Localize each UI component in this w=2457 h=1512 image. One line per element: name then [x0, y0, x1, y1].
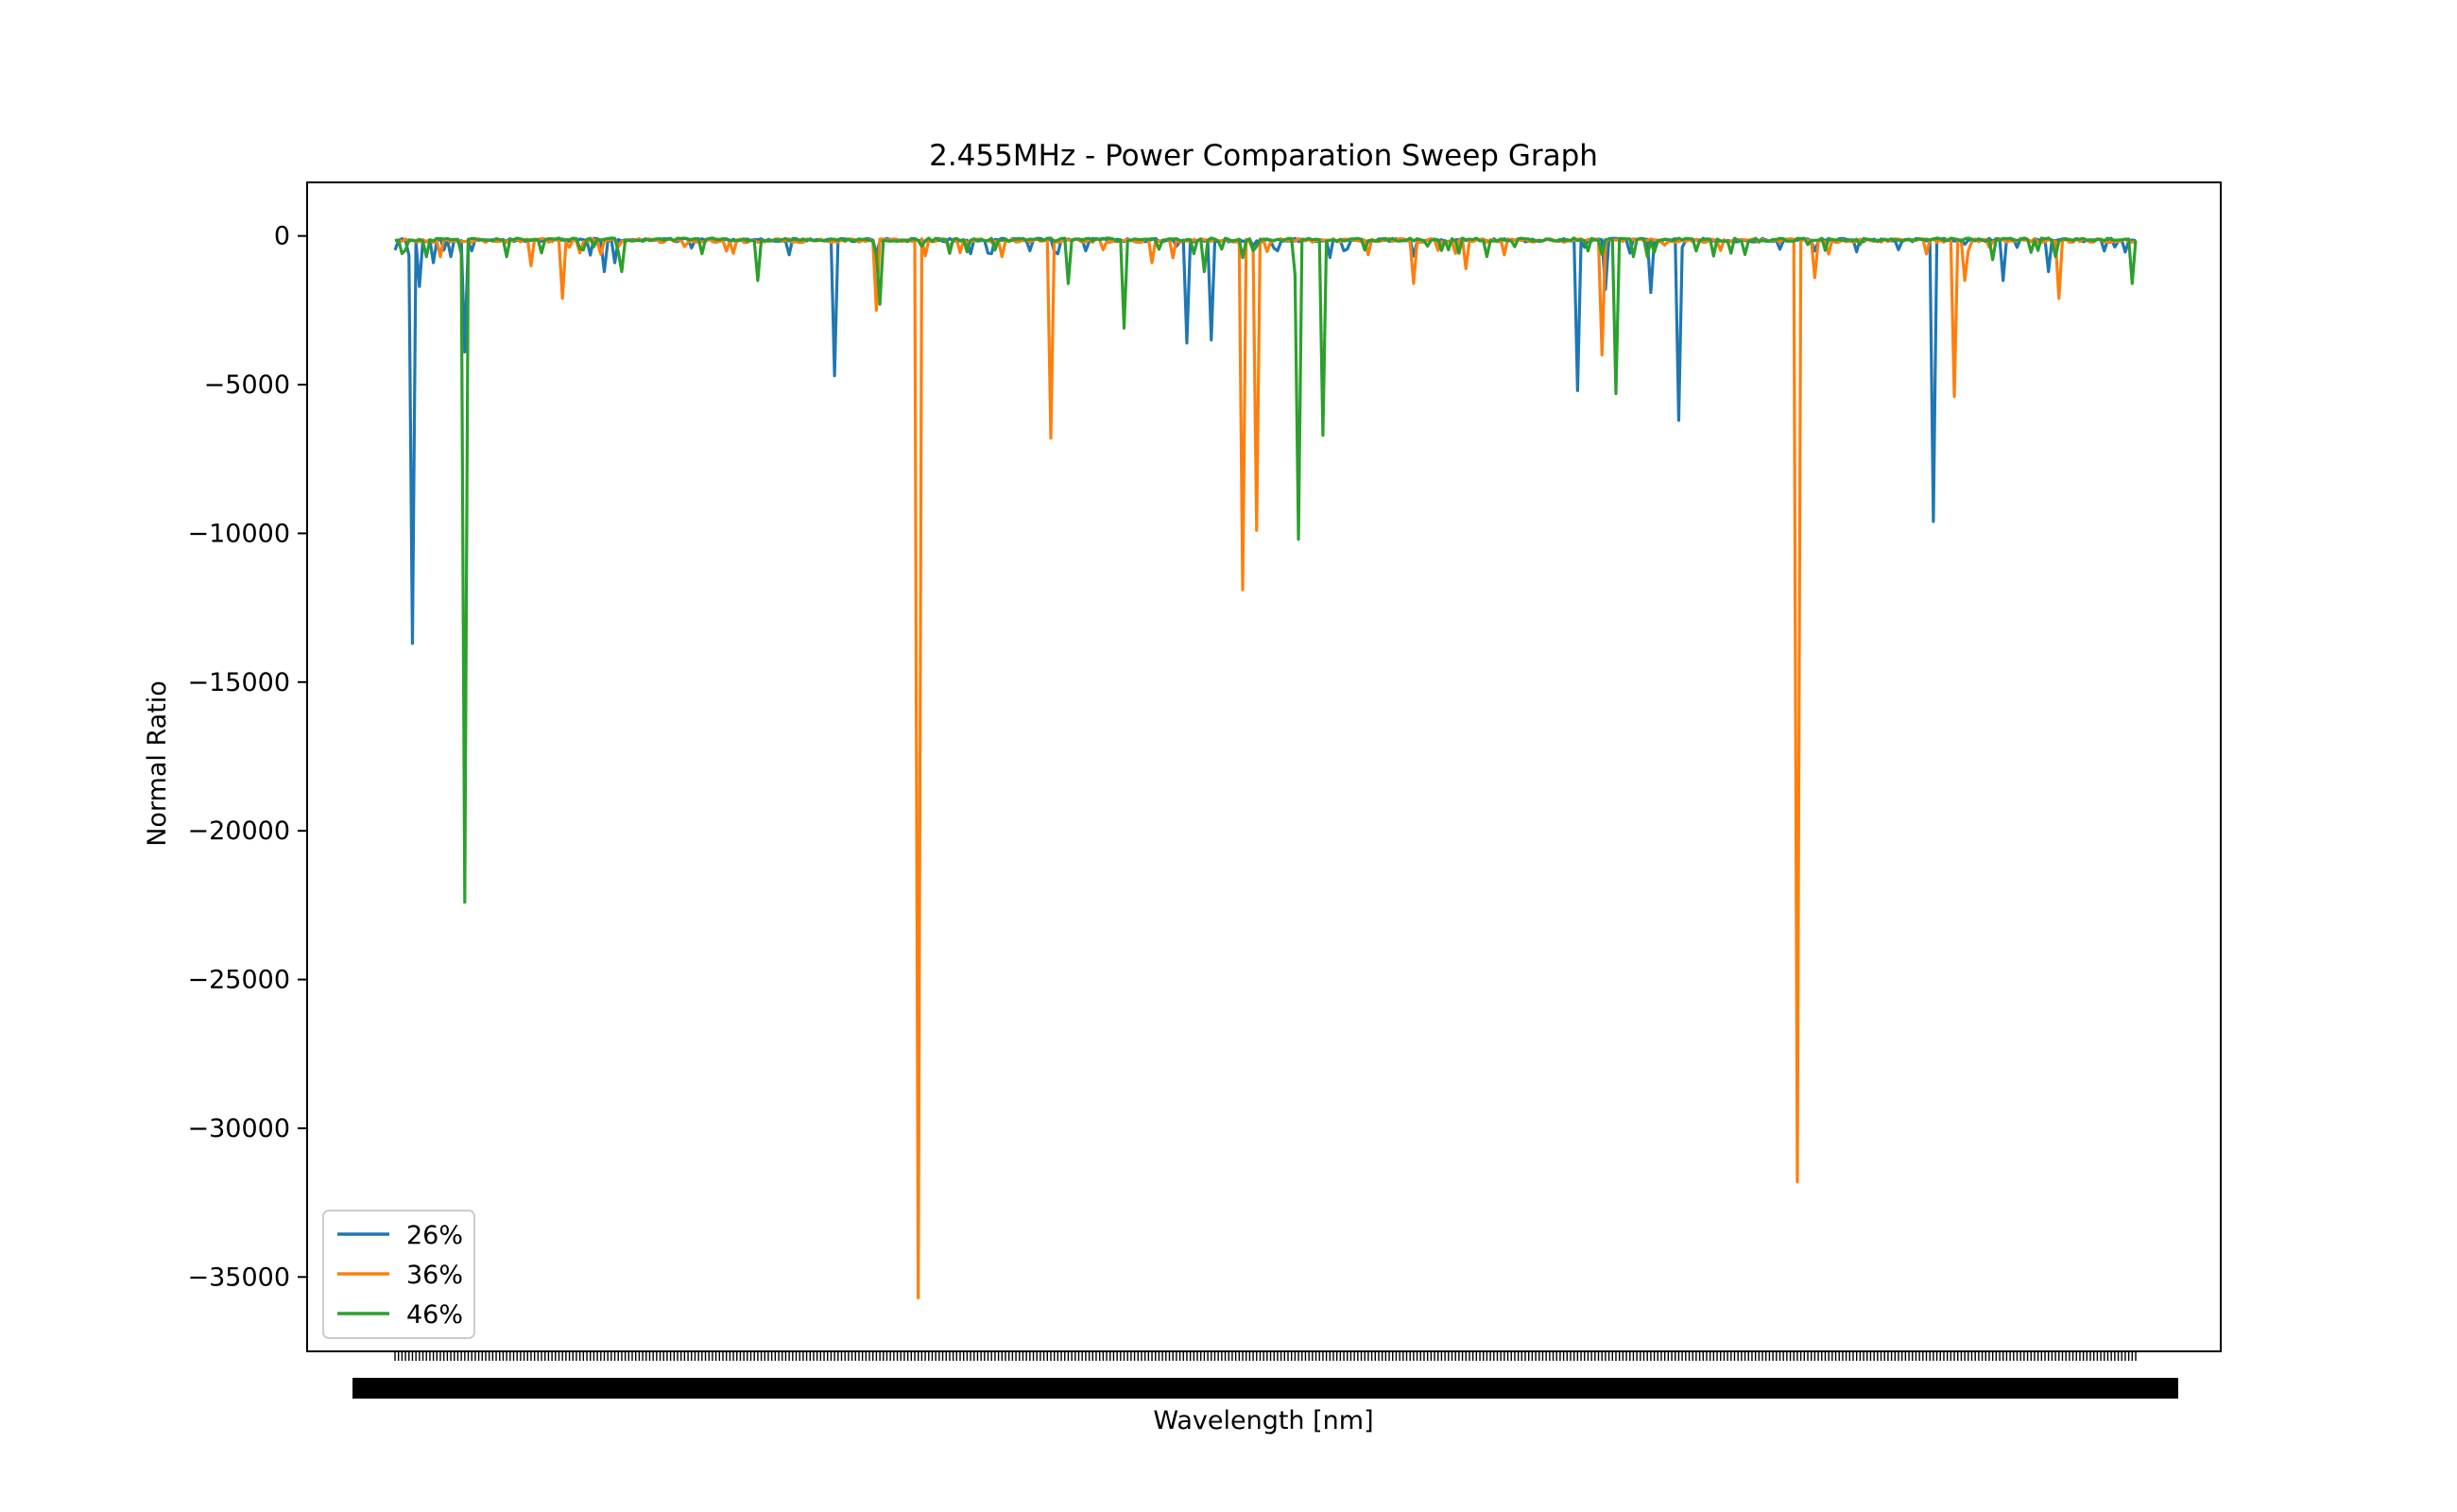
- x-axis-label: Wavelength [nm]: [1153, 1406, 1373, 1435]
- legend-label: 46%: [406, 1300, 463, 1330]
- y-tick-label: −30000: [187, 1114, 290, 1143]
- plot-lines: [393, 236, 2138, 1299]
- x-tick-labels: [352, 1378, 2178, 1399]
- y-tick-label: −35000: [187, 1263, 290, 1292]
- y-tick-label: 0: [274, 222, 290, 251]
- y-tick-label: −10000: [187, 519, 290, 548]
- legend: 26% 36% 46%: [322, 1210, 475, 1339]
- y-tick-label: −20000: [187, 816, 290, 846]
- legend-label: 26%: [406, 1221, 463, 1250]
- plot-frame: [306, 181, 2222, 1352]
- y-axis-ticks: 0 −5000 −10000 −15000 −20000 −25000 −30000 −350…: [187, 222, 307, 1292]
- y-tick-label: −25000: [187, 966, 290, 995]
- x-axis-ticks: [352, 1351, 2178, 1399]
- chart-title: 2.455MHz - Power Comparation Sweep Graph: [929, 139, 1598, 173]
- y-tick-label: −5000: [204, 370, 290, 400]
- legend-label: 36%: [406, 1261, 463, 1290]
- legend-box: [322, 1210, 475, 1339]
- y-axis-label: Normal Ratio: [143, 680, 172, 847]
- y-tick-label: −15000: [187, 668, 290, 697]
- series-line-46-pct: [394, 236, 2138, 904]
